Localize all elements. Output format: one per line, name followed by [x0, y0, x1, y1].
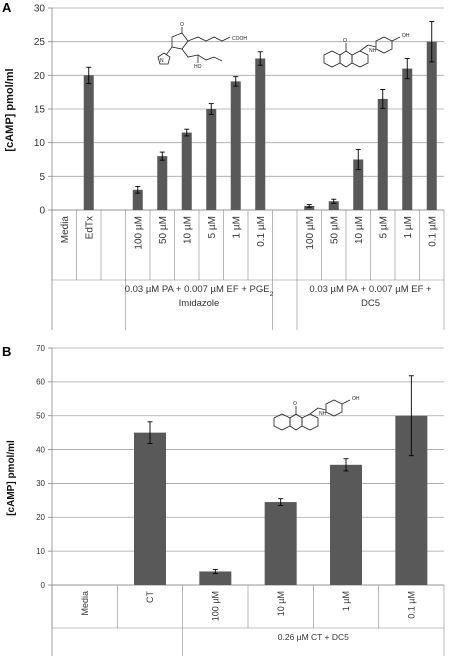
bar — [157, 156, 168, 210]
y-tick-label: 50 — [36, 412, 45, 421]
bar — [199, 571, 232, 585]
panel-a-ylabel: [cAMP] pmol/ml — [4, 68, 16, 151]
category-label: 50 µM — [329, 216, 340, 244]
svg-text:N: N — [160, 58, 164, 64]
y-tick-label: 5 — [39, 172, 45, 183]
category-label: 0.1 µM — [406, 591, 416, 619]
group-label-line2: DC5 — [361, 298, 380, 309]
bar — [206, 109, 217, 210]
bar — [304, 205, 315, 210]
bar — [181, 132, 192, 210]
y-tick-label: 0 — [41, 581, 46, 590]
panel-b-letter: B — [2, 344, 11, 359]
y-tick-label: 30 — [36, 479, 45, 488]
bar — [230, 81, 241, 210]
category-label: 0.1 µM — [256, 216, 267, 247]
bar — [328, 201, 339, 210]
y-tick-label: 30 — [34, 4, 46, 15]
category-label: 100 µM — [133, 216, 144, 250]
y-tick-label: 25 — [34, 37, 46, 48]
svg-text:NH: NH — [319, 411, 327, 417]
panel-b-chart: 0 10 20 30 40 50 60 70 Media CT 100 µM 10 µM 1 µM 0.1… — [36, 344, 445, 656]
bar — [353, 159, 364, 210]
category-label: 50 µM — [158, 216, 169, 244]
category-label: 10 µM — [182, 216, 193, 244]
svg-text:NH: NH — [369, 48, 377, 54]
category-label: Media — [80, 591, 90, 616]
y-tick-label: 10 — [36, 547, 45, 556]
category-label: 0.1 µM — [427, 216, 438, 247]
category-label: 5 µM — [378, 216, 389, 238]
category-label: 1 µM — [341, 591, 351, 611]
category-label: CT — [145, 591, 155, 603]
group-label-line1: 0.03 µM PA + 0.007 µM EF + PGE2 — [125, 284, 274, 298]
category-label: 100 µM — [210, 591, 220, 621]
group-label-line1: 0.03 µM PA + 0.007 µM EF + — [309, 284, 432, 295]
bar — [83, 75, 94, 210]
group-label-line1: 0.26 µM CT + DC5 — [278, 632, 349, 642]
category-label: 10 µM — [354, 216, 365, 244]
category-label: 1 µM — [403, 216, 414, 238]
category-label: 100 µM — [305, 216, 316, 250]
svg-text:OH: OH — [352, 396, 360, 402]
y-tick-label: 40 — [36, 445, 45, 454]
y-tick-label: 70 — [36, 344, 45, 353]
svg-text:O: O — [293, 401, 297, 407]
y-tick-label: 0 — [39, 206, 45, 217]
svg-text:HO: HO — [194, 64, 202, 70]
bar — [330, 464, 362, 585]
bar — [132, 189, 143, 210]
group-label-line2: Imidazole — [179, 298, 220, 309]
category-label: Media — [60, 216, 71, 244]
category-label: 10 µM — [276, 591, 286, 616]
bar — [255, 58, 266, 210]
y-tick-label: 10 — [34, 138, 46, 149]
pge2-imidazole-structure: COOH O HO N — [157, 22, 247, 70]
svg-text:OH: OH — [402, 33, 410, 39]
panel-b-ylabel: [cAMP] pmol/ml — [6, 440, 17, 516]
y-tick-label: 20 — [34, 71, 46, 82]
category-label: EdTx — [84, 216, 95, 239]
bar — [377, 98, 388, 210]
bar — [134, 432, 166, 585]
dc5-structure-a: O NH OH — [323, 33, 410, 68]
y-tick-label: 15 — [34, 105, 46, 116]
y-tick-label: 60 — [36, 378, 45, 387]
dc5-structure-b: O NH OH — [273, 396, 360, 431]
svg-text:O: O — [343, 38, 347, 44]
bar — [426, 41, 437, 210]
svg-text:COOH: COOH — [232, 36, 247, 42]
bar — [264, 502, 297, 585]
y-tick-label: 20 — [36, 513, 45, 522]
category-label: 5 µM — [207, 216, 218, 238]
category-label: 1 µM — [231, 216, 242, 238]
svg-text:O: O — [180, 22, 184, 28]
bar — [402, 68, 413, 210]
panel-a-chart: 0 5 10 15 20 25 30 Media EdTx 100 µM 50 µM 10 µM 5 µ… — [34, 4, 445, 330]
panel-a-letter: A — [2, 0, 12, 15]
